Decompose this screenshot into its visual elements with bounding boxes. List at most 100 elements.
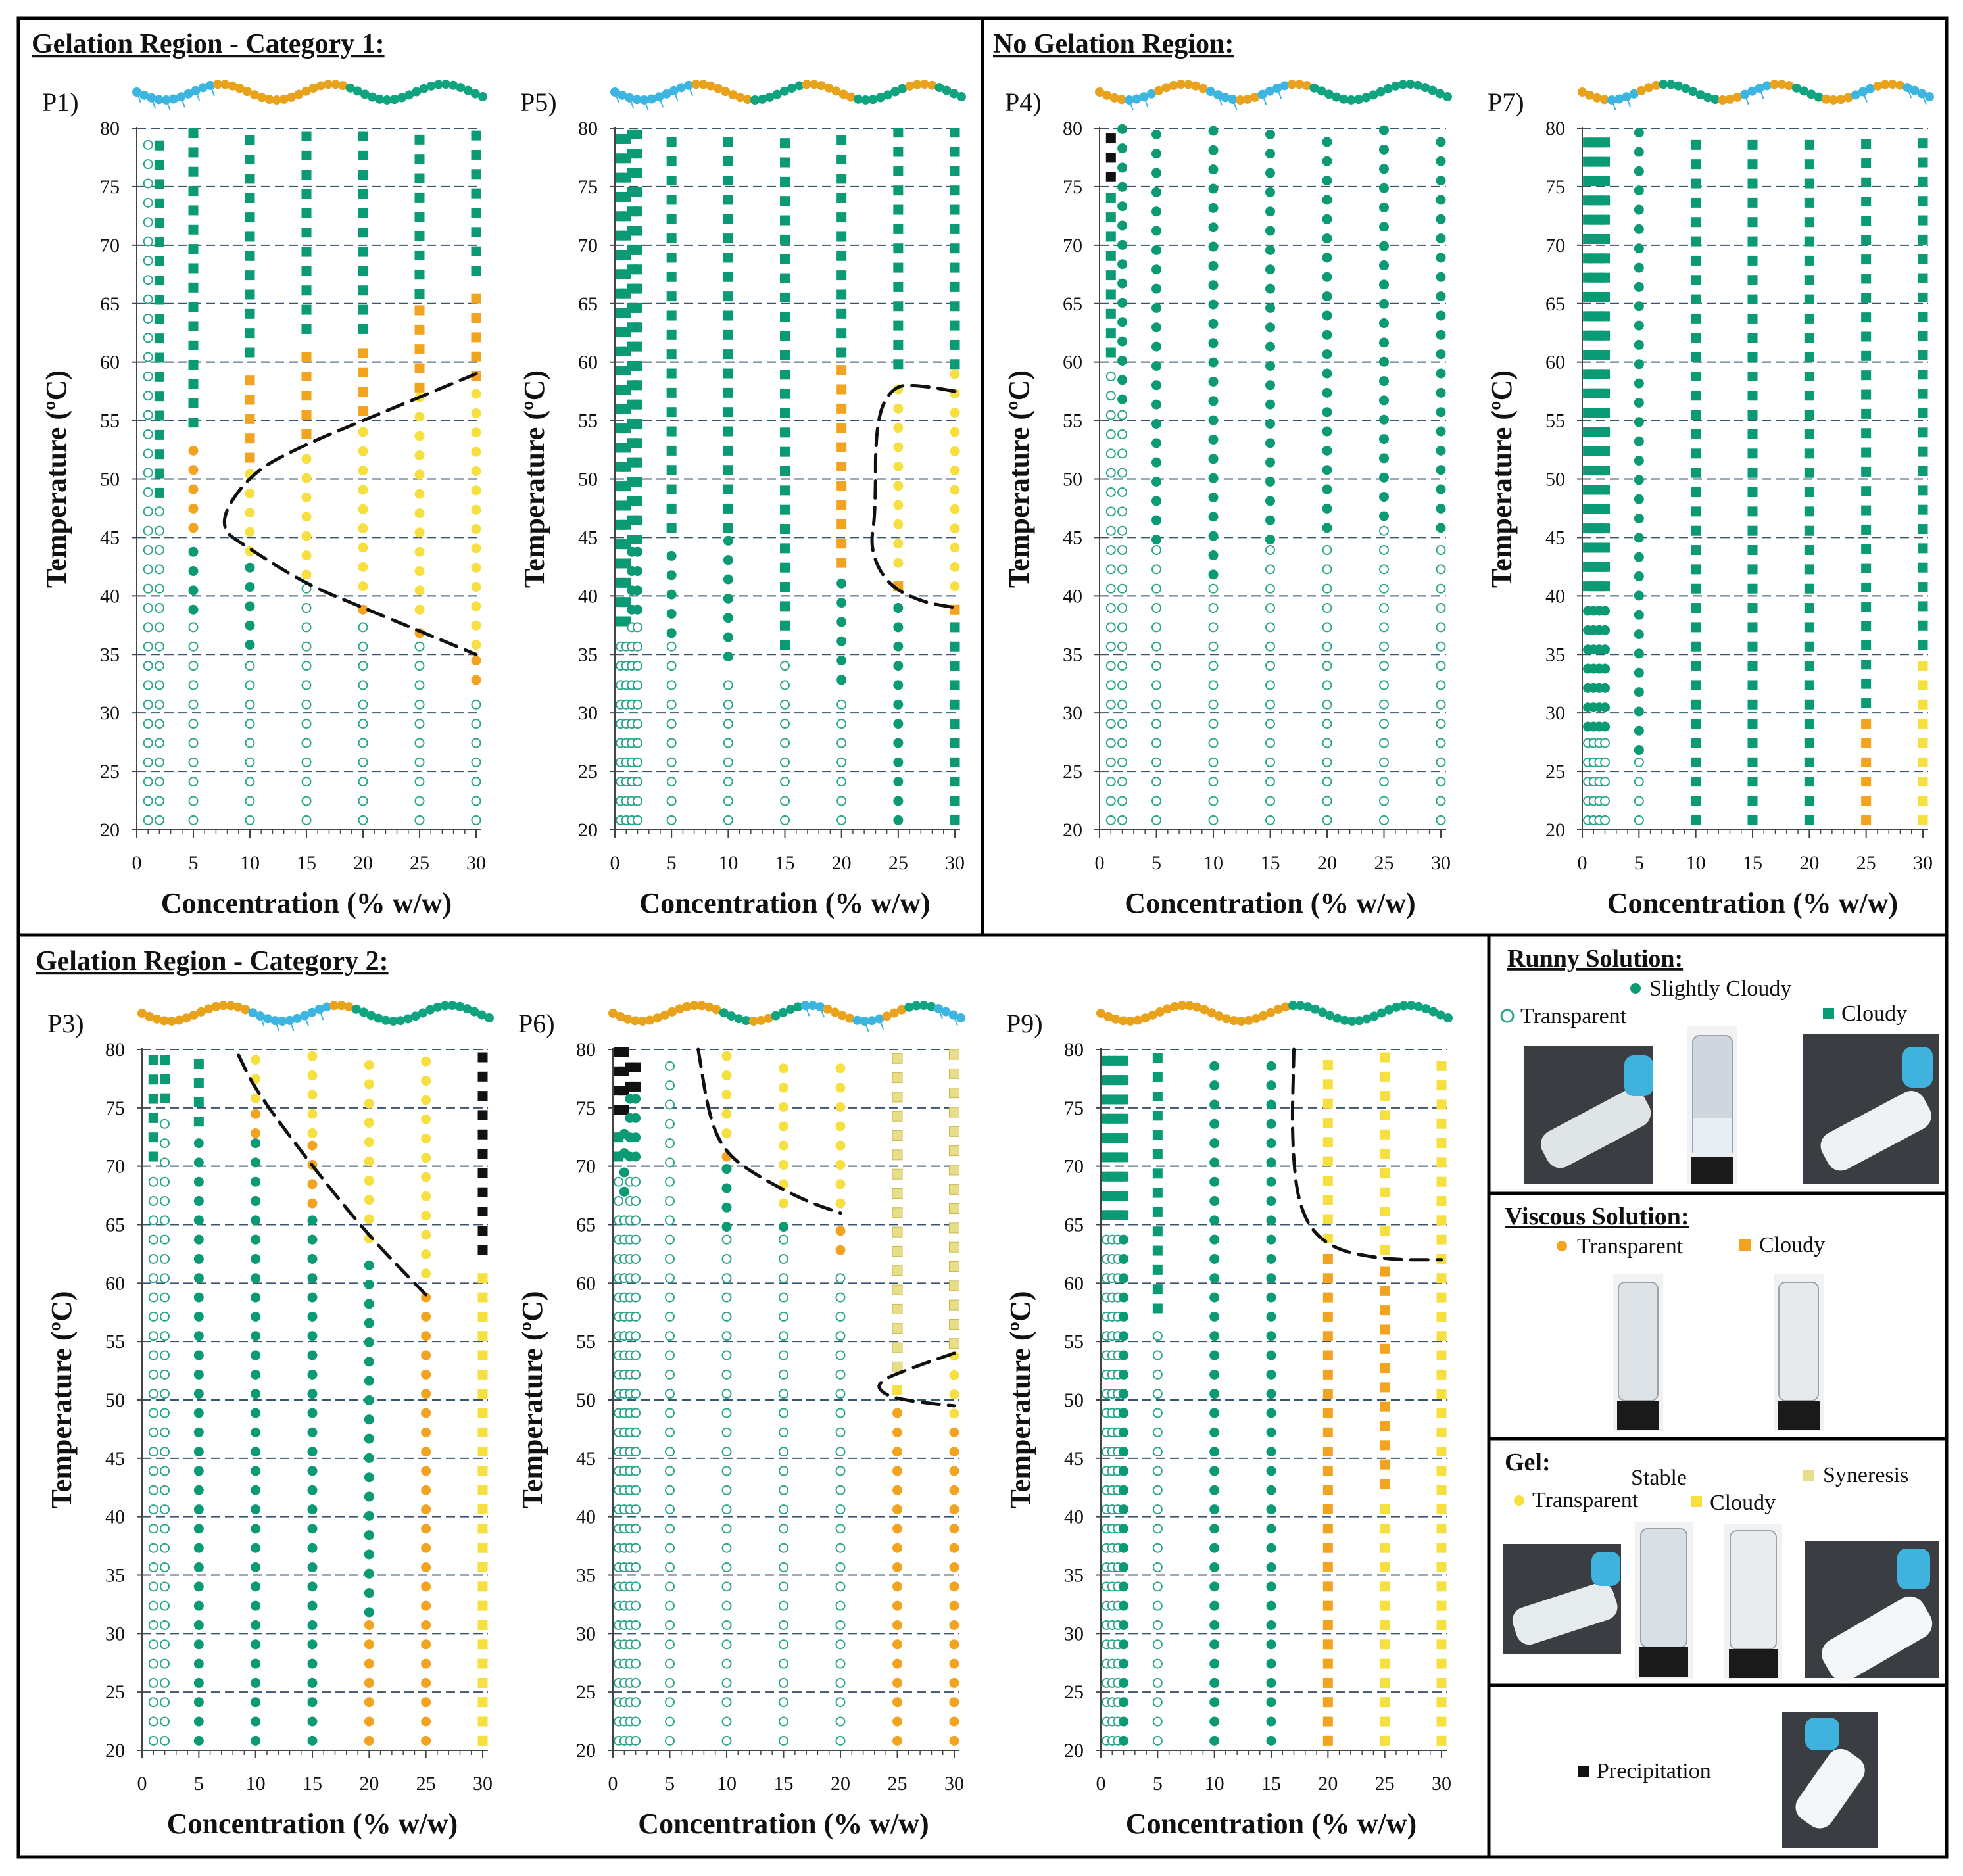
data-point bbox=[143, 294, 153, 304]
data-point bbox=[723, 757, 733, 767]
data-point bbox=[1634, 224, 1644, 234]
chain-bead bbox=[1251, 1013, 1261, 1023]
data-point bbox=[1861, 466, 1872, 477]
data-point bbox=[148, 1427, 158, 1437]
data-point bbox=[893, 500, 904, 510]
data-column bbox=[421, 1056, 431, 1746]
data-point bbox=[1105, 487, 1116, 498]
data-point bbox=[307, 1109, 318, 1119]
chain-bead bbox=[1148, 1010, 1157, 1020]
data-point bbox=[1151, 738, 1161, 748]
chain-bead bbox=[698, 80, 708, 89]
chain-bead bbox=[470, 89, 480, 99]
data-point bbox=[1151, 438, 1161, 448]
data-point bbox=[1691, 525, 1701, 536]
chain-bead bbox=[292, 1013, 302, 1023]
x-tick-label: 15 bbox=[1261, 852, 1280, 874]
data-point bbox=[1209, 1562, 1220, 1573]
data-point bbox=[251, 1389, 261, 1399]
data-point bbox=[1379, 164, 1389, 174]
data-point bbox=[251, 1369, 261, 1380]
data-point bbox=[780, 176, 790, 187]
chain-bead bbox=[1910, 85, 1920, 95]
data-point bbox=[1747, 178, 1758, 189]
data-point bbox=[471, 130, 481, 141]
x-tick-label: 5 bbox=[1153, 1773, 1163, 1794]
y-tick-label: 80 bbox=[1063, 118, 1082, 139]
data-point bbox=[193, 1735, 204, 1746]
data-point bbox=[666, 156, 677, 166]
data-point bbox=[251, 1639, 261, 1650]
data-point bbox=[1436, 214, 1446, 224]
data-point bbox=[160, 1658, 170, 1669]
data-point bbox=[193, 1524, 204, 1534]
data-point bbox=[893, 641, 904, 652]
data-point bbox=[1117, 181, 1128, 192]
data-point bbox=[358, 641, 368, 652]
data-point bbox=[414, 250, 425, 260]
x-axis-title: Concentration (% w/w) bbox=[1607, 887, 1898, 919]
data-point bbox=[1918, 524, 1928, 535]
data-point bbox=[1119, 1075, 1129, 1086]
data-point bbox=[780, 757, 790, 767]
data-point bbox=[1380, 1149, 1390, 1159]
data-point bbox=[421, 1331, 431, 1341]
data-point bbox=[421, 1735, 431, 1746]
data-point bbox=[1322, 1175, 1333, 1186]
data-point bbox=[836, 777, 847, 787]
data-point bbox=[1265, 699, 1275, 710]
data-point bbox=[1208, 473, 1219, 483]
chain-bead bbox=[294, 89, 304, 99]
data-point bbox=[188, 147, 199, 158]
y-tick-label: 20 bbox=[576, 1740, 596, 1762]
data-point bbox=[1117, 448, 1128, 459]
data-point bbox=[1117, 796, 1128, 806]
chain-side-group bbox=[1862, 91, 1868, 103]
data-point bbox=[160, 1369, 170, 1380]
data-point bbox=[779, 1273, 788, 1284]
chain-bead bbox=[1644, 83, 1654, 93]
chain-bead bbox=[1392, 1002, 1401, 1012]
data-point bbox=[414, 757, 425, 767]
data-point bbox=[1436, 1543, 1447, 1553]
data-point bbox=[1379, 661, 1389, 671]
data-point bbox=[154, 622, 164, 633]
chain-bead bbox=[852, 1015, 862, 1025]
data-point bbox=[143, 796, 153, 806]
data-point bbox=[421, 1292, 431, 1303]
photo-gel-stable-transparent-vial bbox=[1635, 1522, 1693, 1679]
data-point bbox=[358, 208, 368, 218]
data-point bbox=[301, 189, 312, 199]
data-point bbox=[1152, 1562, 1163, 1573]
data-point bbox=[364, 1453, 374, 1463]
data-point bbox=[251, 1311, 261, 1322]
x-tick-label: 15 bbox=[774, 1773, 794, 1794]
data-point bbox=[160, 1074, 170, 1084]
data-point bbox=[1600, 485, 1611, 495]
data-point bbox=[1691, 699, 1701, 710]
data-point bbox=[1436, 1697, 1447, 1708]
data-point bbox=[835, 1226, 846, 1236]
chain-bead bbox=[1925, 92, 1934, 102]
data-point bbox=[1436, 310, 1446, 321]
data-point bbox=[1918, 138, 1928, 149]
data-point bbox=[836, 423, 847, 433]
data-point bbox=[471, 389, 481, 399]
chain-bead bbox=[241, 1005, 251, 1015]
data-point bbox=[1747, 564, 1758, 575]
data-point bbox=[949, 1735, 959, 1746]
data-point bbox=[160, 1408, 170, 1418]
data-point bbox=[364, 1607, 374, 1618]
data-point bbox=[1266, 1677, 1276, 1688]
data-point bbox=[160, 1157, 170, 1168]
data-point bbox=[1322, 1350, 1333, 1360]
data-point bbox=[950, 301, 960, 312]
y-tick-label: 60 bbox=[105, 1272, 125, 1294]
chain-bead bbox=[345, 83, 355, 93]
data-point bbox=[1691, 178, 1701, 189]
data-point bbox=[358, 815, 368, 825]
data-point bbox=[1861, 139, 1872, 149]
chain-bead bbox=[218, 1001, 228, 1011]
data-point bbox=[1266, 1504, 1276, 1515]
data-point bbox=[1804, 583, 1814, 594]
